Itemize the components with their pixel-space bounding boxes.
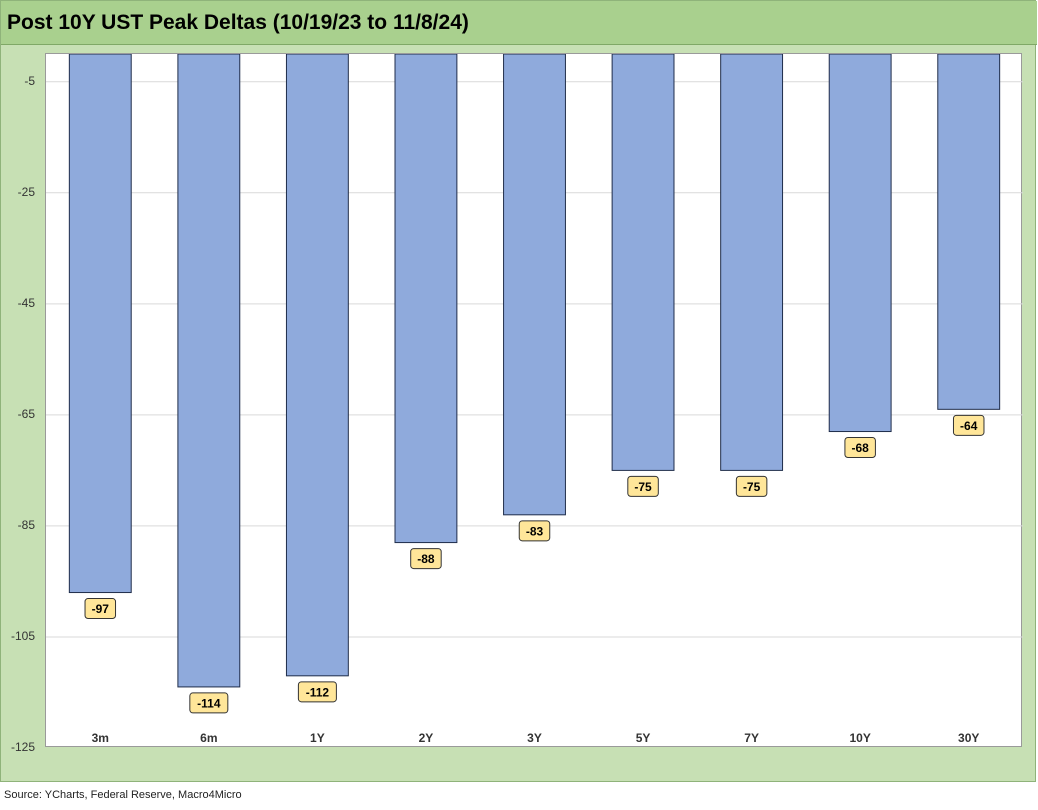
title-bar: Post 10Y UST Peak Deltas (10/19/23 to 11… (1, 1, 1037, 45)
data-label-box (84, 598, 117, 620)
y-tick-label: -85 (18, 518, 36, 532)
x-tick-label: 7Y (744, 731, 759, 745)
bar-3Y[interactable] (503, 54, 566, 516)
bar-1Y[interactable] (285, 54, 349, 677)
x-tick-label: 30Y (958, 731, 979, 745)
chart-frame: Post 10Y UST Peak Deltas (10/19/23 to 11… (0, 0, 1037, 782)
bar-2Y[interactable] (394, 54, 458, 544)
y-axis: -5 -25 -45 -65 -85 -105 -125 (11, 74, 36, 754)
data-label: -88 (417, 552, 435, 566)
data-label: -97 (92, 602, 110, 616)
data-label-box (297, 681, 337, 703)
y-tick-label: -45 (18, 296, 36, 310)
x-tick-label: 1Y (310, 731, 325, 745)
data-label-box (952, 414, 985, 436)
data-label-box (627, 475, 659, 497)
bar-chart: -97 3m -114 6m -112 1Y -88 2Y -83 3Y -75 5Y -75 7Y -68… (46, 54, 1023, 745)
x-tick-label: 6m (200, 731, 217, 745)
data-label: -83 (526, 524, 544, 538)
y-tick-label: -5 (24, 74, 35, 88)
data-label: -114 (197, 696, 221, 710)
x-tick-label: 3m (92, 731, 109, 745)
y-tick-label: -105 (11, 629, 35, 643)
y-tick-label: -125 (11, 740, 35, 754)
y-tick-label: -65 (18, 407, 36, 421)
data-label: -75 (634, 480, 652, 494)
bar-7Y[interactable] (720, 54, 784, 471)
bar-3m[interactable] (68, 54, 132, 594)
data-label-box (410, 548, 442, 570)
bar-10Y[interactable] (828, 54, 892, 433)
data-label: -64 (960, 419, 978, 433)
x-tick-label: 5Y (636, 731, 651, 745)
bar-30Y[interactable] (937, 54, 1001, 410)
data-label: -112 (306, 685, 330, 699)
chart-title: Post 10Y UST Peak Deltas (10/19/23 to 11… (7, 11, 469, 34)
data-label: -68 (851, 441, 869, 455)
y-tick-label: -25 (18, 185, 36, 199)
data-label-box (844, 437, 876, 459)
bar-5Y[interactable] (611, 54, 675, 471)
x-tick-label: 2Y (419, 731, 434, 745)
source-note: Source: YCharts, Federal Reserve, Macro4… (4, 789, 242, 801)
data-label-box (518, 520, 551, 542)
bar-6m[interactable] (177, 54, 241, 688)
data-label: -75 (743, 480, 761, 494)
plot-area: -97 3m -114 6m -112 1Y -88 2Y -83 3Y -75 5Y -75 7Y -68… (45, 53, 1023, 747)
data-label-box (735, 475, 768, 497)
x-tick-label: 10Y (849, 731, 870, 745)
x-tick-label: 3Y (527, 731, 542, 745)
data-label-box (189, 692, 229, 714)
